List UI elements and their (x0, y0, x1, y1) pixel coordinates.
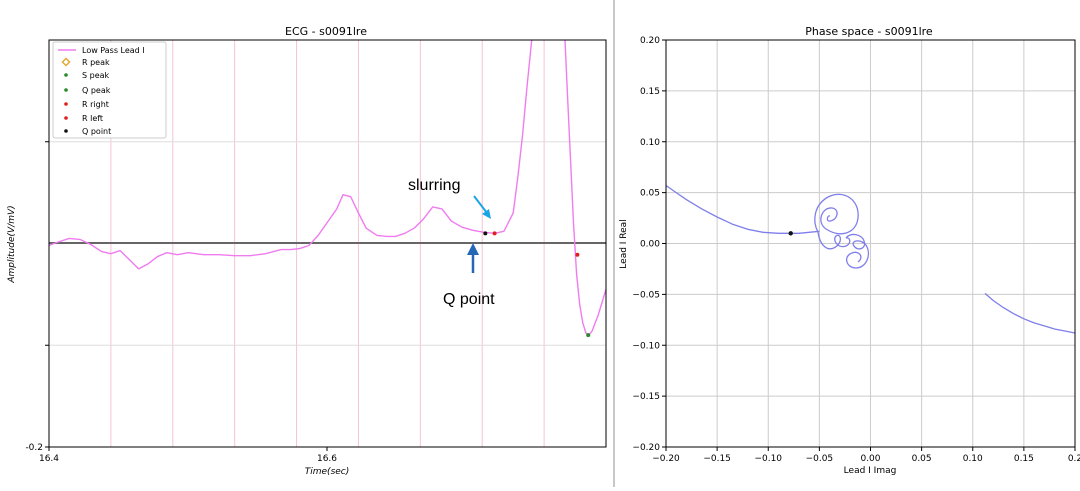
legend-dot-swatch (64, 73, 68, 77)
phase-ytick-label: −0.10 (632, 341, 660, 351)
phase-trajectory-line (984, 292, 1076, 334)
phase-xtick-label: −0.10 (754, 454, 782, 464)
phase-ytick-label: 0.05 (640, 189, 660, 199)
legend-label: Q peak (82, 86, 111, 95)
phase-loops (814, 193, 870, 269)
legend-dot-swatch (64, 116, 68, 120)
phase-loop-path (814, 193, 859, 235)
phase-trajectory-line (665, 184, 820, 234)
legend-dot-swatch (64, 129, 68, 133)
phase-xtick-label: 0.10 (963, 454, 983, 464)
phase-xtick-label: 0.2 (1068, 454, 1080, 464)
ecg-marker-r-left (575, 252, 580, 257)
phase-ytick-label: −0.20 (632, 443, 660, 453)
phase-panel: Phase space - s0091lre −0.20 −0.15 −0.10 −0… (619, 25, 1080, 476)
legend-frame (52, 41, 167, 139)
legend-dot-swatch (64, 88, 68, 92)
ecg-ylabel: Amplitude(V/mV) (7, 205, 17, 283)
ecg-title: ECG - s0091lre (285, 25, 367, 38)
legend-label: Low Pass Lead I (82, 46, 145, 55)
ecg-legend: Low Pass Lead I R peak S peak Q peak R r… (52, 41, 167, 139)
panel-divider (613, 0, 615, 487)
phase-xtick-label: −0.15 (703, 454, 731, 464)
phase-markers (788, 231, 793, 236)
ecg-panel: ECG - s0091lre 16.4 16.6 -0.2 Time(sec) … (7, 25, 607, 477)
slurring-annotation: slurring (408, 177, 460, 194)
phase-loop-path (845, 233, 870, 269)
legend-dot-swatch (64, 102, 68, 106)
phase-ytick-label: 0.15 (640, 87, 660, 97)
ecg-markers (483, 231, 591, 338)
phase-xlabel: Lead I Imag (844, 466, 897, 476)
phase-loop-path (817, 231, 851, 250)
ecg-ytick-label: -0.2 (25, 443, 43, 453)
phase-ticks: −0.20 −0.15 −0.10 −0.05 0.00 0.05 0.10 0.15 0.20… (632, 36, 1080, 464)
legend-label: Q point (82, 127, 111, 136)
phase-ylabel: Lead I Real (619, 219, 629, 268)
phase-ytick-label: −0.05 (632, 290, 660, 300)
slurring-arrow (473, 195, 488, 214)
phase-marker-q-point (788, 231, 793, 236)
ecg-series (49, 40, 606, 336)
legend-label: R left (82, 114, 103, 123)
phase-grid (666, 40, 1075, 447)
legend-diamond-swatch (61, 57, 71, 67)
phase-xtick-label: −0.05 (806, 454, 834, 464)
phase-xtick-label: 0.05 (912, 454, 932, 464)
ecg-signal-line (564, 40, 606, 336)
legend-label: R right (82, 100, 109, 109)
ecg-xlabel: Time(sec) (305, 467, 350, 477)
legend-label: R peak (82, 58, 110, 67)
phase-xtick-label: 0.00 (860, 454, 880, 464)
slurring-arrowhead (482, 209, 491, 219)
phase-xtick-label: 0.15 (1014, 454, 1034, 464)
q-point-arrowhead (467, 243, 479, 255)
ecg-xtick-label: 16.6 (317, 454, 337, 464)
phase-ytick-label: 0.10 (640, 138, 660, 148)
legend-label: S peak (82, 71, 110, 80)
phase-ytick-label: −0.15 (632, 392, 660, 402)
ecg-signal-line (49, 40, 533, 270)
ecg-marker-s-peak (586, 333, 591, 338)
ecg-marker-r-right (492, 231, 497, 236)
phase-ytick-label: 0.00 (640, 240, 660, 250)
ecg-xtick-label: 16.4 (39, 454, 59, 464)
phase-title: Phase space - s0091lre (805, 25, 933, 38)
ecg-marker-q-point (483, 231, 488, 236)
q-point-annotation: Q point (443, 291, 495, 308)
phase-ytick-label: 0.20 (640, 36, 660, 46)
phase-xtick-label: −0.20 (652, 454, 680, 464)
phase-series (665, 184, 1076, 334)
